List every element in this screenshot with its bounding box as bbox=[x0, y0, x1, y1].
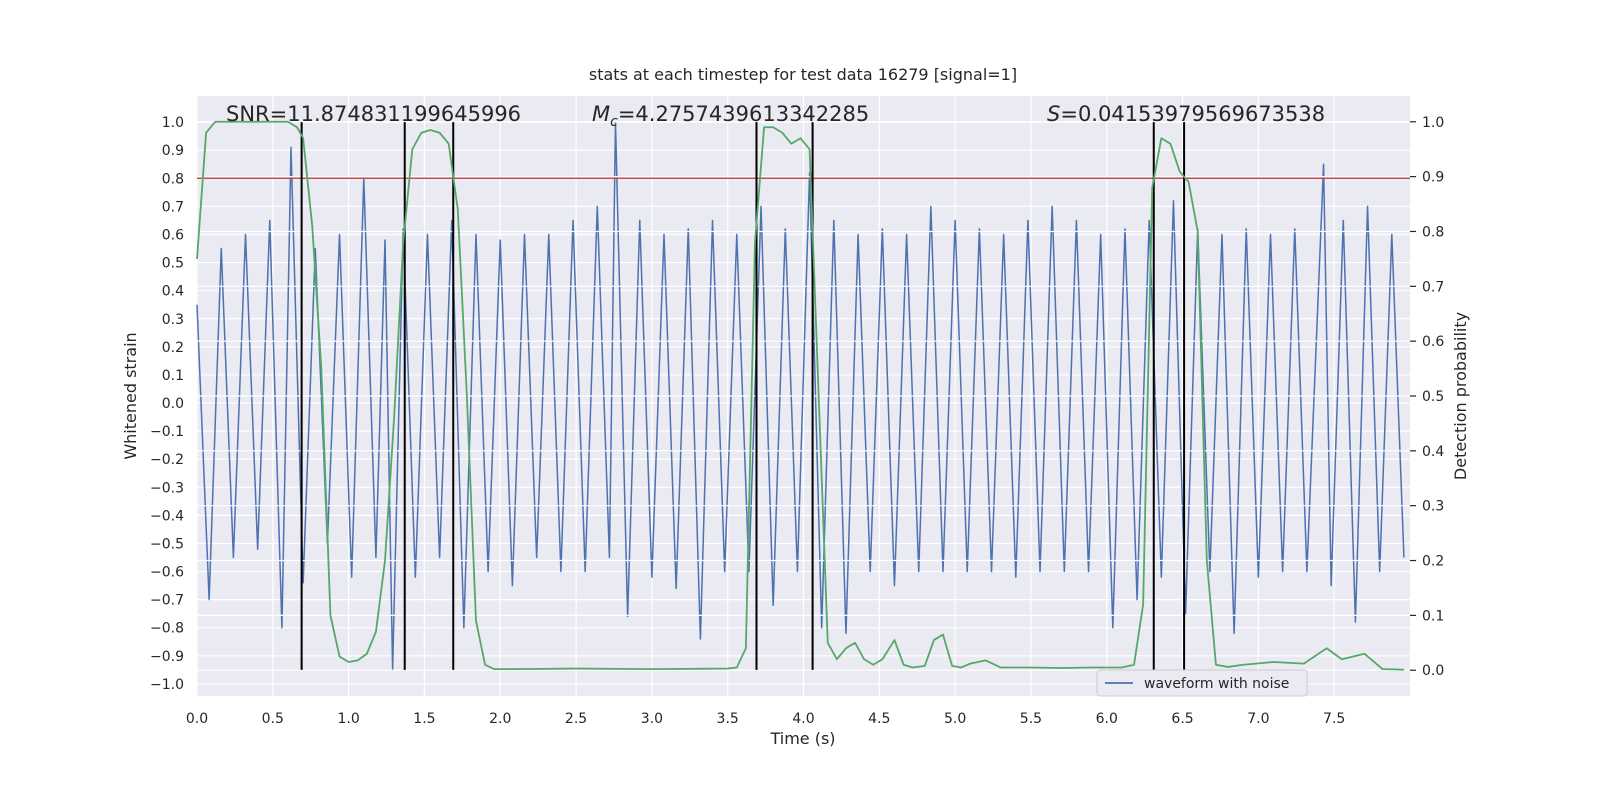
y2-tick-label: 0.2 bbox=[1422, 554, 1444, 570]
x-tick-label: 6.0 bbox=[1096, 711, 1118, 727]
y2-tick-label: 0.4 bbox=[1422, 444, 1444, 460]
x-tick-label: 5.5 bbox=[1020, 711, 1042, 727]
y-tick-label: 0.5 bbox=[162, 256, 184, 272]
annotation-symbol: M bbox=[592, 102, 610, 126]
x-tick-label: 6.5 bbox=[1171, 711, 1193, 727]
x-tick-label: 0.5 bbox=[262, 711, 284, 727]
y-tick-label: 0.7 bbox=[162, 199, 184, 215]
x-tick-label: 3.5 bbox=[717, 711, 739, 727]
x-tick-label: 1.5 bbox=[413, 711, 435, 727]
x-tick-label: 0.0 bbox=[186, 711, 208, 727]
y-tick-label: 0.6 bbox=[162, 227, 184, 243]
y-tick-label: −0.2 bbox=[150, 452, 184, 468]
annotation: Mc=4.2757439613342285 bbox=[592, 102, 869, 130]
y2-axis-label: Detection probability bbox=[1451, 312, 1470, 480]
x-tick-label: 4.0 bbox=[792, 711, 814, 727]
x-axis-label: Time (s) bbox=[769, 729, 835, 748]
y2-tick-label: 0.6 bbox=[1422, 334, 1444, 350]
y-tick-label: −0.8 bbox=[150, 621, 184, 637]
x-tick-label: 2.0 bbox=[489, 711, 511, 727]
y-tick-label: 0.1 bbox=[162, 368, 184, 384]
legend: waveform with noise bbox=[1096, 669, 1308, 697]
y-tick-label: −0.7 bbox=[150, 593, 184, 609]
probability-line bbox=[196, 120, 1404, 671]
y2-tick-label: 0.3 bbox=[1422, 499, 1444, 515]
y-tick-label: −0.3 bbox=[150, 480, 184, 496]
grid-y2 bbox=[197, 121, 1410, 671]
y-tick-label: 0.0 bbox=[162, 396, 184, 412]
legend-box bbox=[1096, 669, 1308, 697]
annotation: SNR=11.874831199645996 bbox=[226, 102, 521, 126]
x-tick-label: 4.5 bbox=[868, 711, 890, 727]
y2-tick-label: 0.1 bbox=[1422, 608, 1444, 624]
annotation-subscript: c bbox=[610, 114, 618, 130]
overlays bbox=[196, 120, 1410, 671]
y-tick-label: 0.2 bbox=[162, 340, 184, 356]
chart-title: stats at each timestep for test data 162… bbox=[589, 65, 1017, 84]
legend-label: waveform with noise bbox=[1144, 676, 1289, 692]
y2-tick-label: 0.9 bbox=[1422, 170, 1444, 186]
y-tick-label: 0.9 bbox=[162, 143, 184, 159]
y2-tick-label: 0.5 bbox=[1422, 389, 1444, 405]
y-tick-label: 0.3 bbox=[162, 312, 184, 328]
y-tick-label: 0.8 bbox=[162, 171, 184, 187]
x-tick-label: 3.0 bbox=[641, 711, 663, 727]
y2-tick-label: 0.7 bbox=[1422, 279, 1444, 295]
x-tick-label: 7.0 bbox=[1247, 711, 1269, 727]
y-tick-label: −0.6 bbox=[150, 565, 184, 581]
y2-tick-label: 1.0 bbox=[1422, 115, 1444, 131]
y-tick-label: −0.5 bbox=[150, 536, 184, 552]
y-tick-label: −0.9 bbox=[150, 649, 184, 665]
x-tick-label: 1.0 bbox=[337, 711, 359, 727]
y2-tick-label: 0.8 bbox=[1422, 224, 1444, 240]
y-tick-label: −1.0 bbox=[150, 677, 184, 693]
x-tick-label: 5.0 bbox=[944, 711, 966, 727]
y2-tick-label: 0.0 bbox=[1422, 663, 1444, 679]
annotation-symbol: S bbox=[1047, 102, 1060, 126]
y-tick-label: 0.4 bbox=[162, 284, 184, 300]
y-tick-label: 1.0 bbox=[162, 115, 184, 131]
annotation-value: =4.2757439613342285 bbox=[618, 102, 869, 126]
axes: 0.0 0.5 1.0 1.5 2.0 2.5 3.0 3.5 4.0 4.5 5.0 5.5 6.0 6… bbox=[150, 115, 1444, 727]
x-tick-label: 2.5 bbox=[565, 711, 587, 727]
annotation-value: =0.04153979569673538 bbox=[1060, 102, 1325, 126]
y-tick-label: −0.4 bbox=[150, 508, 184, 524]
y-tick-label: −0.1 bbox=[150, 424, 184, 440]
x-tick-label: 7.5 bbox=[1323, 711, 1345, 727]
annotation: S=0.04153979569673538 bbox=[1047, 102, 1325, 126]
y-axis-label: Whitened strain bbox=[121, 332, 140, 459]
